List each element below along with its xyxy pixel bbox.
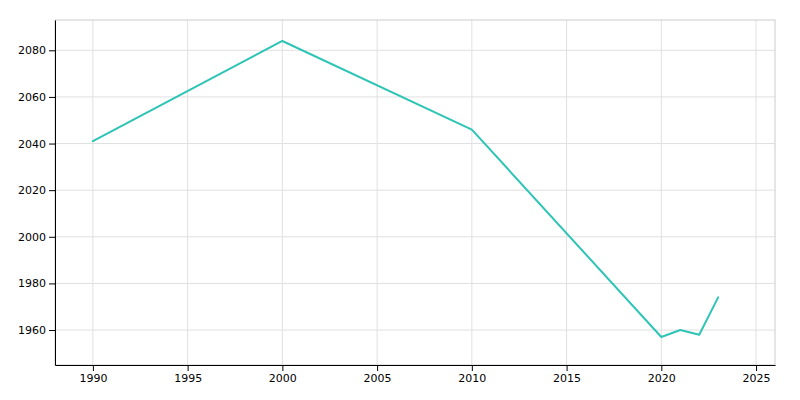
x-tick-label: 2025	[743, 372, 771, 385]
grid	[55, 20, 775, 365]
plot-frame	[55, 20, 775, 365]
x-tick-mark	[472, 365, 473, 371]
y-grid-line	[55, 96, 775, 97]
y-grid-line	[55, 50, 775, 51]
x-tick: 2020	[648, 365, 676, 385]
plot-area: 1990 1995 2000 2005 2010 2015 2020 2025 1960 1980…	[18, 20, 776, 385]
x-tick: 2000	[269, 365, 297, 385]
x-tick-mark	[93, 365, 94, 371]
y-grid-line	[55, 190, 775, 191]
x-grid-line	[377, 20, 378, 365]
x-axis-line	[56, 365, 776, 366]
y-tick-mark	[49, 97, 55, 98]
x-tick: 1995	[174, 365, 202, 385]
x-tick: 2025	[743, 365, 771, 385]
x-grid-line	[756, 20, 757, 365]
y-tick-mark	[49, 190, 55, 191]
y-tick-label: 2080	[18, 44, 46, 57]
chart-container: 1990 1995 2000 2005 2010 2015 2020 2025 1960 1980…	[0, 0, 800, 400]
y-tick-label: 2040	[18, 138, 46, 151]
y-tick: 2060	[18, 91, 55, 104]
x-axis: 1990 1995 2000 2005 2010 2015 2020 2025	[56, 365, 776, 385]
y-grid-line	[55, 236, 775, 237]
x-grid-line	[282, 20, 283, 365]
y-tick: 1980	[18, 277, 55, 290]
y-tick: 2040	[18, 138, 55, 151]
x-tick: 2015	[553, 365, 581, 385]
x-grid-line	[92, 20, 93, 365]
x-grid-line	[661, 20, 662, 365]
x-grid-line	[187, 20, 188, 365]
y-grid-line	[55, 143, 775, 144]
y-tick-label: 2020	[18, 184, 46, 197]
x-tick-mark	[282, 365, 283, 371]
y-grid-line	[55, 330, 775, 331]
y-tick-mark	[49, 283, 55, 284]
y-grid-line	[55, 283, 775, 284]
y-tick-mark	[49, 330, 55, 331]
x-tick-mark	[756, 365, 757, 371]
y-tick: 2000	[18, 231, 55, 244]
y-tick-label: 1960	[18, 324, 46, 337]
x-tick-label: 1995	[174, 372, 202, 385]
x-tick-mark	[661, 365, 662, 371]
x-tick: 2005	[364, 365, 392, 385]
y-tick-mark	[49, 237, 55, 238]
x-tick-label: 2010	[458, 372, 486, 385]
x-tick-label: 1990	[79, 372, 107, 385]
y-tick: 2080	[18, 44, 55, 57]
y-axis-line	[55, 21, 56, 366]
x-grid-line	[566, 20, 567, 365]
x-grid-line	[471, 20, 472, 365]
x-tick-label: 2005	[364, 372, 392, 385]
x-tick: 1990	[79, 365, 107, 385]
x-tick-label: 2000	[269, 372, 297, 385]
x-tick-mark	[188, 365, 189, 371]
y-tick: 1960	[18, 324, 55, 337]
x-tick-mark	[377, 365, 378, 371]
y-tick: 2020	[18, 184, 55, 197]
x-tick-label: 2020	[648, 372, 676, 385]
y-axis: 1960 1980 2000 2020 2040 2060 2080	[18, 21, 56, 366]
x-tick-label: 2015	[553, 372, 581, 385]
y-tick-mark	[49, 144, 55, 145]
x-tick-mark	[567, 365, 568, 371]
x-tick: 2010	[458, 365, 486, 385]
chart-svg: 1990 1995 2000 2005 2010 2015 2020 2025 1960 1980…	[0, 0, 800, 400]
line	[93, 41, 718, 337]
y-tick-mark	[49, 50, 55, 51]
y-tick-label: 1980	[18, 277, 46, 290]
y-tick-label: 2060	[18, 91, 46, 104]
y-tick-label: 2000	[18, 231, 46, 244]
marks	[93, 41, 718, 337]
